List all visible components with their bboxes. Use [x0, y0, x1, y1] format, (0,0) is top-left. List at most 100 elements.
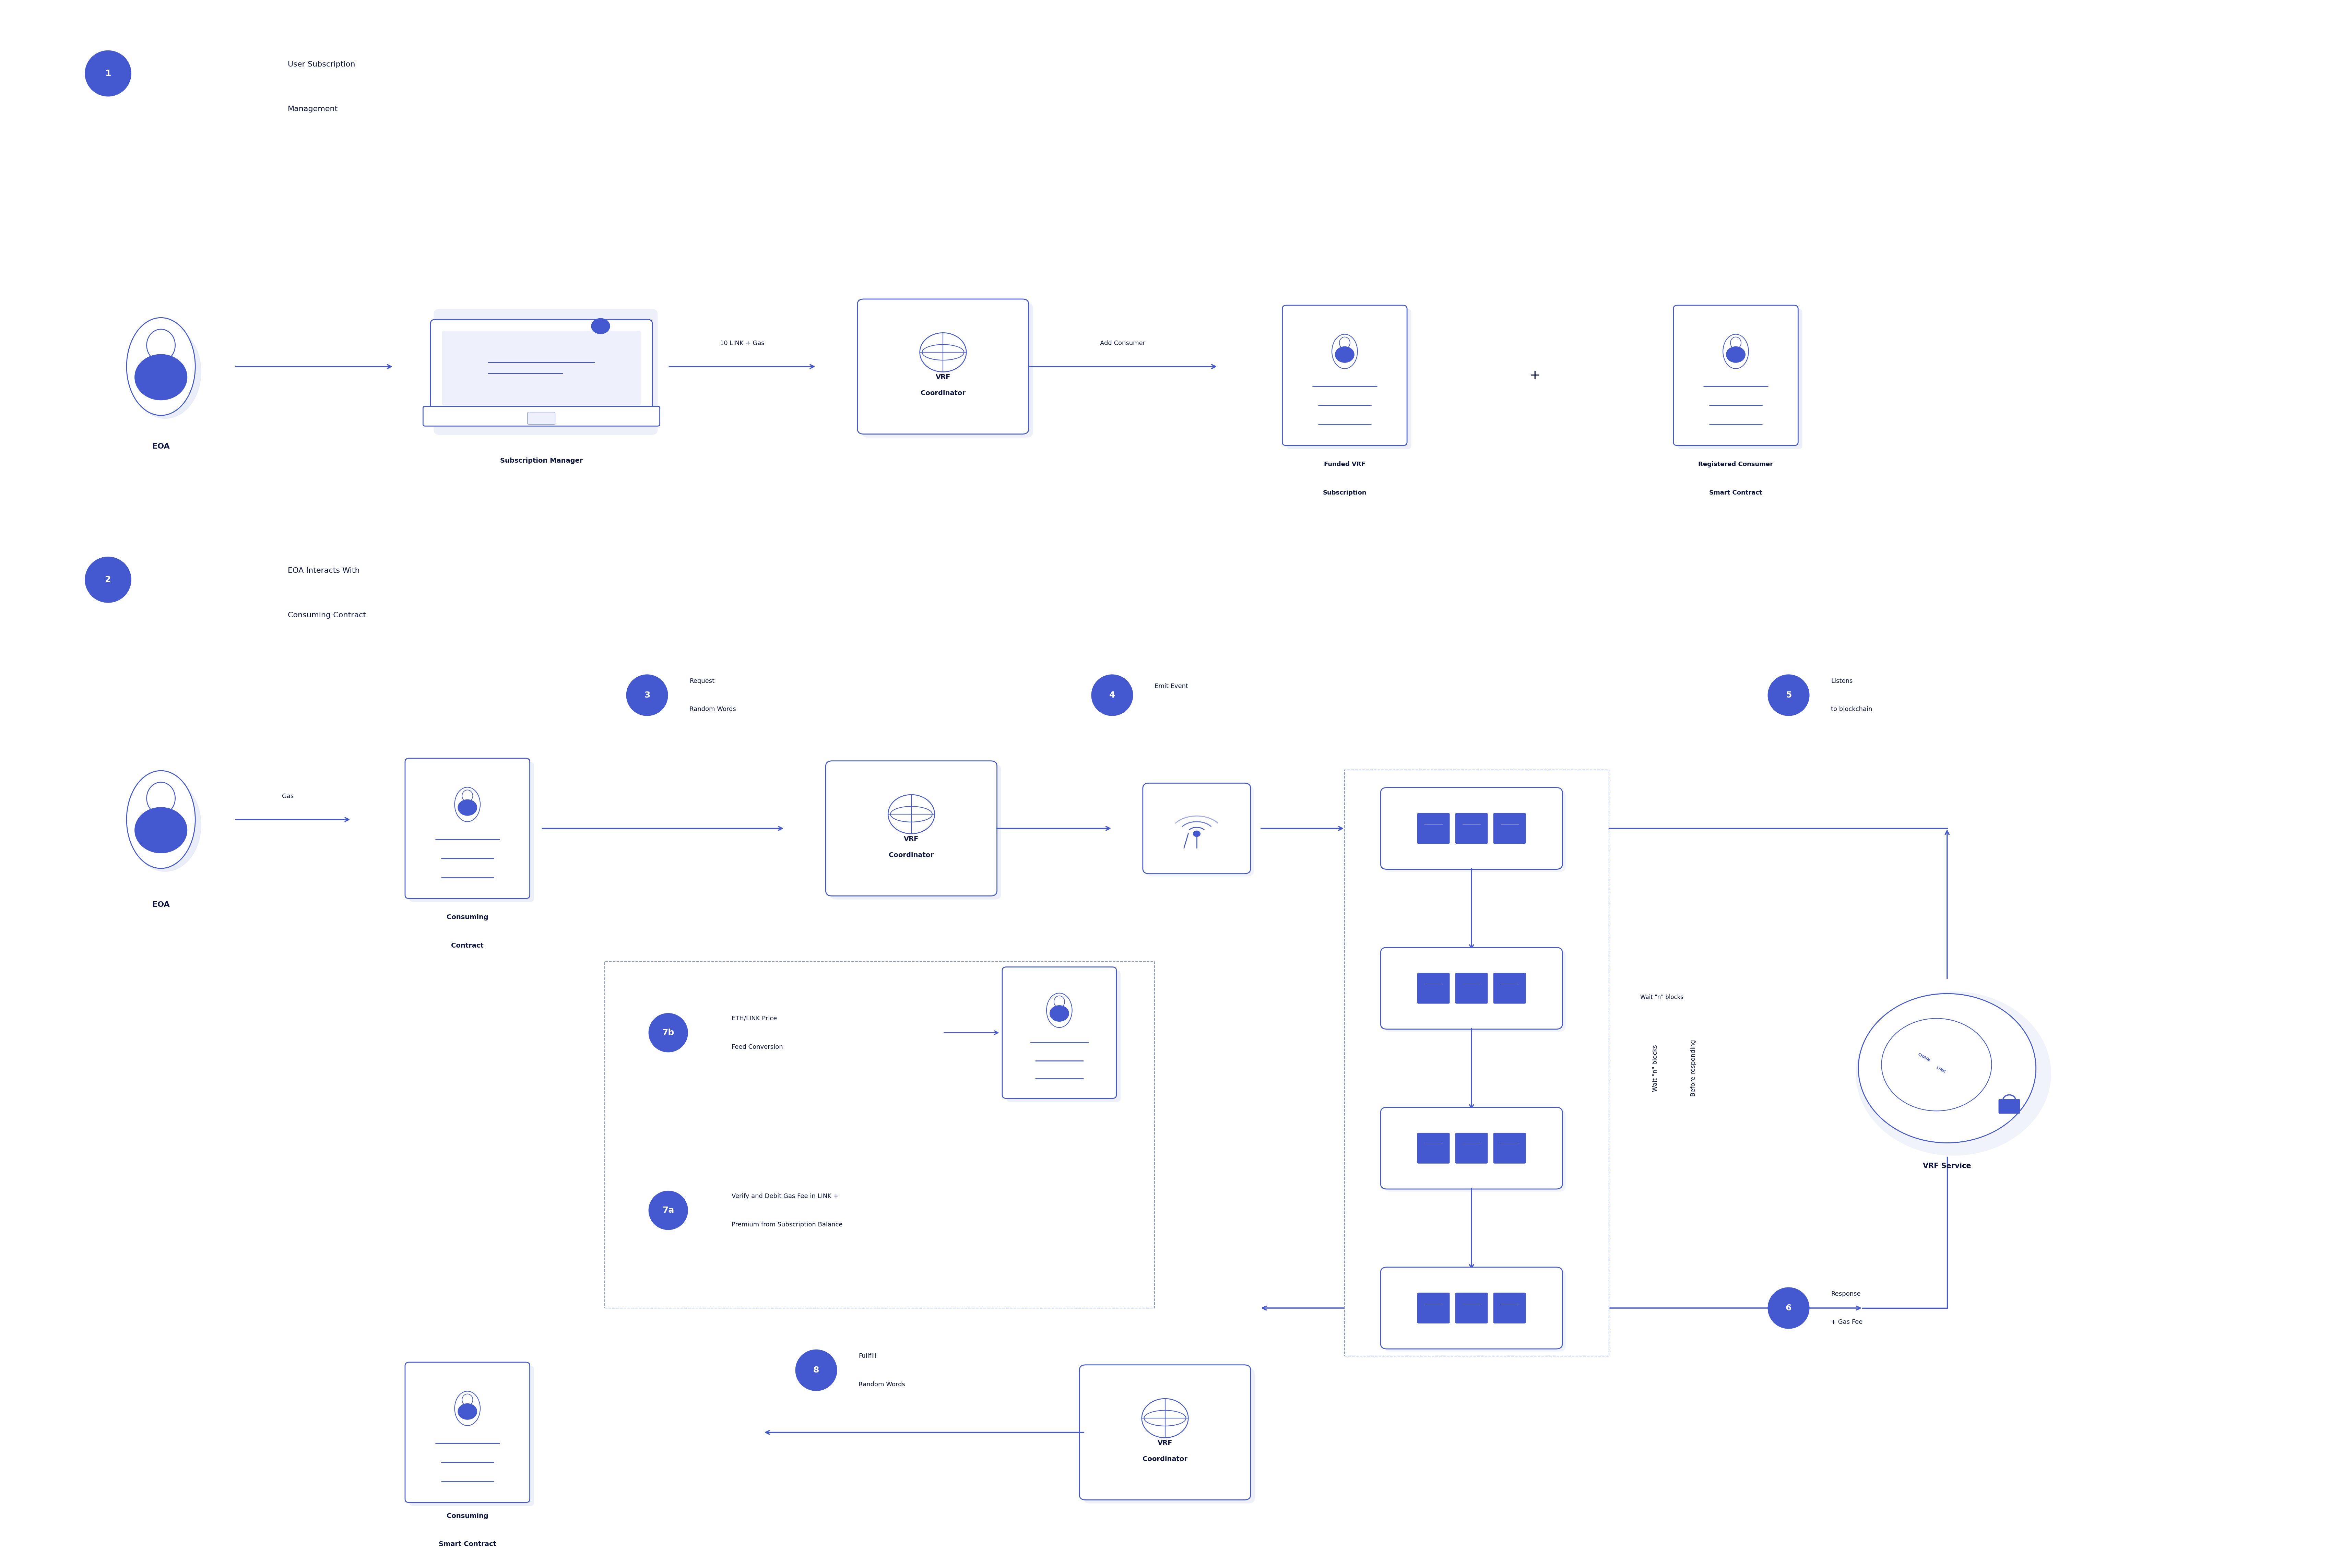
Ellipse shape: [147, 329, 175, 361]
Ellipse shape: [84, 50, 130, 97]
FancyBboxPatch shape: [1417, 1132, 1449, 1163]
FancyBboxPatch shape: [1382, 1267, 1563, 1348]
Text: Subscription: Subscription: [1323, 489, 1365, 495]
FancyBboxPatch shape: [1417, 812, 1449, 844]
Ellipse shape: [1768, 674, 1810, 717]
Text: to blockchain: to blockchain: [1831, 706, 1873, 712]
Ellipse shape: [795, 1350, 836, 1391]
Ellipse shape: [454, 787, 480, 822]
Text: VRF: VRF: [937, 373, 951, 381]
Text: Coordinator: Coordinator: [920, 390, 965, 397]
FancyBboxPatch shape: [1454, 972, 1489, 1004]
Circle shape: [1193, 831, 1200, 837]
Text: EOA: EOA: [151, 902, 170, 908]
FancyBboxPatch shape: [1384, 1110, 1566, 1192]
Text: Gas: Gas: [282, 793, 294, 800]
Text: 1: 1: [105, 69, 112, 77]
FancyBboxPatch shape: [1282, 306, 1407, 445]
FancyBboxPatch shape: [1142, 782, 1251, 873]
FancyBboxPatch shape: [1673, 306, 1799, 445]
Text: 7b: 7b: [662, 1029, 673, 1036]
FancyBboxPatch shape: [1079, 1364, 1251, 1501]
Circle shape: [592, 318, 610, 334]
Text: Verify and Debit Gas Fee in LINK +: Verify and Debit Gas Fee in LINK +: [732, 1193, 839, 1200]
FancyBboxPatch shape: [1494, 1132, 1526, 1163]
Text: Premium from Subscription Balance: Premium from Subscription Balance: [732, 1221, 843, 1228]
Circle shape: [1859, 994, 2036, 1143]
Ellipse shape: [135, 808, 186, 853]
Text: 5: 5: [1785, 691, 1792, 699]
Ellipse shape: [128, 778, 200, 872]
FancyBboxPatch shape: [1454, 812, 1489, 844]
Ellipse shape: [126, 771, 196, 869]
FancyBboxPatch shape: [1494, 1292, 1526, 1323]
Ellipse shape: [1053, 996, 1065, 1008]
Ellipse shape: [147, 782, 175, 814]
Text: Contract: Contract: [452, 942, 485, 949]
Text: +: +: [1528, 368, 1540, 383]
Ellipse shape: [1727, 347, 1745, 362]
FancyBboxPatch shape: [857, 299, 1028, 434]
Text: 8: 8: [813, 1366, 820, 1374]
Ellipse shape: [1090, 674, 1132, 717]
Text: User Subscription: User Subscription: [287, 61, 354, 67]
Ellipse shape: [627, 674, 669, 717]
Text: 4: 4: [1109, 691, 1116, 699]
Text: ETH/LINK Price: ETH/LINK Price: [732, 1016, 778, 1022]
Text: Wait "n" blocks: Wait "n" blocks: [1640, 994, 1682, 1000]
FancyBboxPatch shape: [1384, 1270, 1566, 1352]
FancyBboxPatch shape: [862, 303, 1032, 437]
Ellipse shape: [1722, 334, 1748, 368]
Text: Subscription Manager: Subscription Manager: [501, 458, 582, 464]
FancyBboxPatch shape: [1083, 1369, 1256, 1504]
FancyBboxPatch shape: [1678, 309, 1803, 448]
FancyBboxPatch shape: [410, 1366, 534, 1507]
FancyBboxPatch shape: [1384, 790, 1566, 872]
Ellipse shape: [1048, 1005, 1069, 1022]
Ellipse shape: [648, 1190, 687, 1229]
FancyBboxPatch shape: [1417, 972, 1449, 1004]
Ellipse shape: [128, 325, 200, 419]
FancyBboxPatch shape: [1286, 309, 1412, 448]
Text: Fullfill: Fullfill: [857, 1353, 876, 1359]
Text: Consuming: Consuming: [447, 1513, 489, 1519]
FancyBboxPatch shape: [1454, 1132, 1489, 1163]
Ellipse shape: [457, 1403, 478, 1419]
FancyBboxPatch shape: [527, 412, 555, 425]
Text: CHAIN: CHAIN: [1918, 1052, 1932, 1063]
Text: VRF Service: VRF Service: [1922, 1162, 1971, 1170]
Ellipse shape: [84, 557, 130, 602]
FancyBboxPatch shape: [1417, 1292, 1449, 1323]
Ellipse shape: [126, 318, 196, 416]
Ellipse shape: [1335, 347, 1354, 362]
Ellipse shape: [1731, 337, 1741, 348]
Ellipse shape: [135, 354, 186, 400]
Text: 2: 2: [105, 575, 112, 583]
Text: VRF: VRF: [904, 836, 918, 842]
Text: Funded VRF: Funded VRF: [1323, 461, 1365, 467]
Text: Consuming: Consuming: [447, 914, 489, 920]
Bar: [606, 961, 1153, 1308]
FancyBboxPatch shape: [1002, 967, 1116, 1099]
Circle shape: [1883, 1018, 1992, 1112]
FancyBboxPatch shape: [1382, 1107, 1563, 1189]
FancyBboxPatch shape: [1494, 972, 1526, 1004]
FancyBboxPatch shape: [1494, 812, 1526, 844]
FancyBboxPatch shape: [825, 760, 997, 895]
Ellipse shape: [648, 1013, 687, 1052]
Ellipse shape: [457, 800, 478, 815]
Text: LINK: LINK: [1936, 1066, 1946, 1074]
Text: Random Words: Random Words: [690, 706, 736, 712]
Text: Smart Contract: Smart Contract: [1710, 489, 1761, 495]
Ellipse shape: [461, 1394, 473, 1405]
Text: Smart Contract: Smart Contract: [438, 1541, 496, 1548]
FancyBboxPatch shape: [1007, 971, 1121, 1102]
FancyBboxPatch shape: [1999, 1099, 2020, 1113]
Ellipse shape: [1340, 337, 1349, 348]
Text: + Gas Fee: + Gas Fee: [1831, 1319, 1862, 1325]
Text: Feed Conversion: Feed Conversion: [732, 1044, 783, 1051]
Text: Coordinator: Coordinator: [1142, 1455, 1188, 1463]
FancyBboxPatch shape: [1454, 1292, 1489, 1323]
FancyBboxPatch shape: [1382, 787, 1563, 869]
Text: Coordinator: Coordinator: [888, 851, 934, 858]
